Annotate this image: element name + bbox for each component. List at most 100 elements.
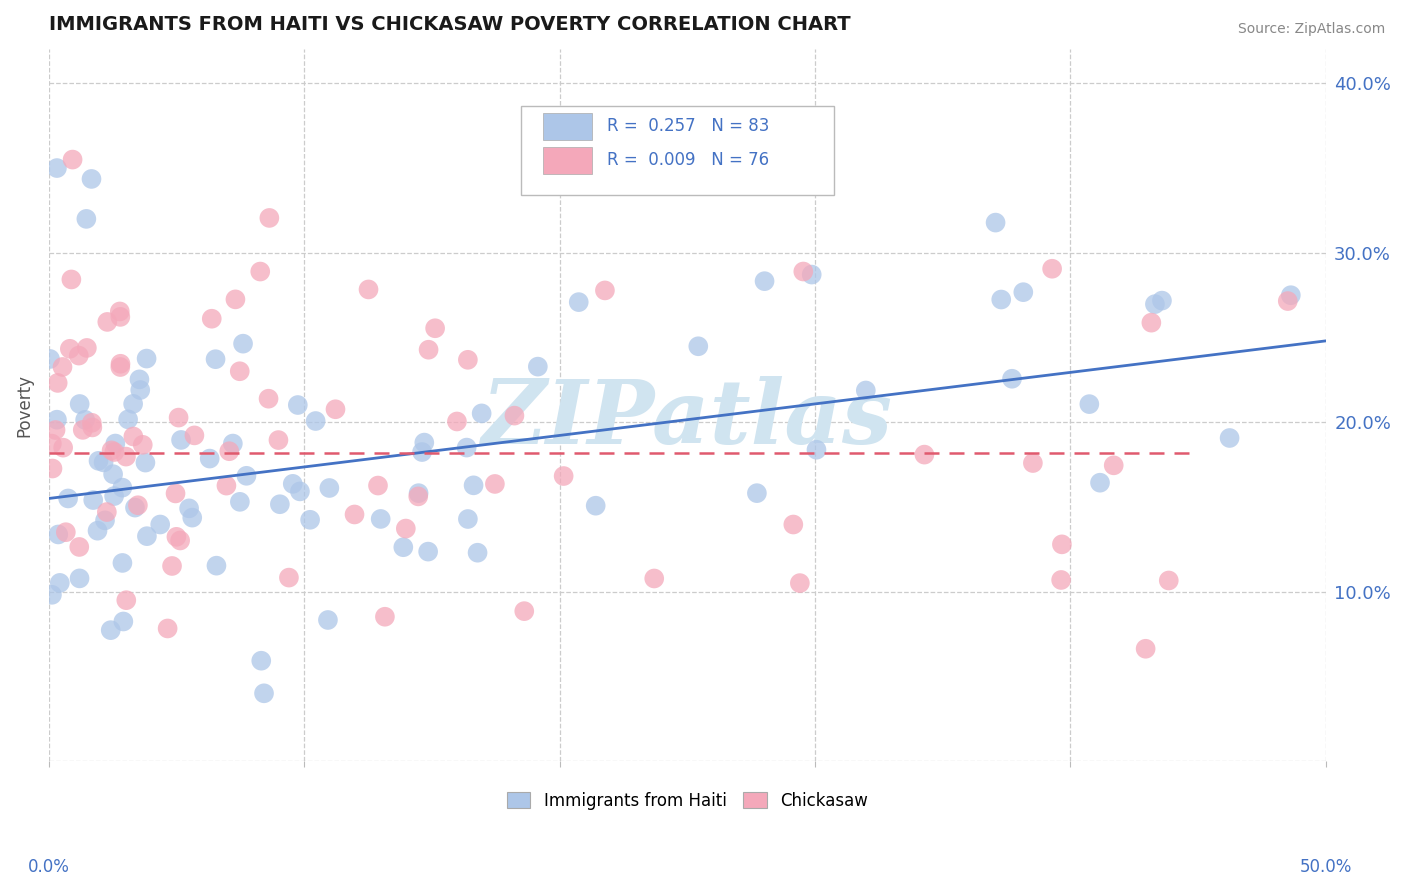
- Point: [278, 571, 301, 585]
- Point: [792, 264, 814, 278]
- Point: [406, 489, 429, 503]
- Point: [745, 486, 768, 500]
- Text: IMMIGRANTS FROM HAITI VS CHICKASAW POVERTY CORRELATION CHART: IMMIGRANTS FROM HAITI VS CHICKASAW POVER…: [49, 15, 851, 34]
- Point: [179, 501, 201, 516]
- Point: [222, 436, 245, 450]
- Point: [218, 444, 240, 458]
- Point: [1150, 293, 1173, 308]
- Point: [110, 359, 132, 374]
- Point: [55, 525, 77, 540]
- Point: [67, 540, 90, 554]
- Point: [568, 295, 591, 310]
- Point: [93, 455, 115, 469]
- Point: [149, 517, 172, 532]
- Point: [122, 429, 145, 443]
- Point: [51, 359, 73, 374]
- Point: [343, 508, 366, 522]
- Point: [370, 512, 392, 526]
- Point: [457, 512, 479, 526]
- Point: [39, 351, 62, 366]
- Point: [553, 469, 575, 483]
- Point: [1135, 641, 1157, 656]
- Point: [1277, 294, 1299, 309]
- Point: [82, 420, 104, 434]
- Point: [235, 468, 257, 483]
- Point: [60, 272, 83, 286]
- Point: [45, 412, 67, 426]
- Point: [100, 623, 122, 637]
- Point: [165, 530, 187, 544]
- Point: [423, 321, 446, 335]
- Point: [62, 153, 84, 167]
- Point: [318, 481, 340, 495]
- Point: [1279, 288, 1302, 302]
- Point: [69, 571, 91, 585]
- Point: [132, 438, 155, 452]
- Point: [1001, 372, 1024, 386]
- Point: [754, 274, 776, 288]
- Point: [156, 622, 179, 636]
- Y-axis label: Poverty: Poverty: [15, 374, 32, 437]
- Point: [124, 500, 146, 515]
- Point: [299, 513, 322, 527]
- Point: [41, 436, 63, 450]
- Point: [357, 282, 380, 296]
- Point: [688, 339, 710, 353]
- Point: [1050, 537, 1073, 551]
- Point: [67, 349, 90, 363]
- Point: [513, 604, 536, 618]
- Text: 0.0%: 0.0%: [28, 858, 70, 876]
- Point: [395, 522, 418, 536]
- Point: [585, 499, 607, 513]
- Point: [411, 445, 433, 459]
- Point: [87, 454, 110, 468]
- Point: [100, 443, 122, 458]
- Point: [80, 172, 103, 186]
- Point: [45, 161, 67, 175]
- Point: [111, 556, 134, 570]
- Point: [115, 593, 138, 607]
- Point: [183, 428, 205, 442]
- Text: Source: ZipAtlas.com: Source: ZipAtlas.com: [1237, 22, 1385, 37]
- FancyBboxPatch shape: [522, 106, 834, 195]
- Point: [855, 384, 877, 398]
- Point: [46, 376, 69, 390]
- Point: [1102, 458, 1125, 473]
- Point: [643, 572, 665, 586]
- Point: [205, 558, 228, 573]
- Point: [103, 445, 125, 459]
- Point: [75, 211, 97, 226]
- Point: [135, 351, 157, 366]
- Point: [224, 293, 246, 307]
- Point: [198, 451, 221, 466]
- Point: [269, 497, 291, 511]
- Point: [316, 613, 339, 627]
- Point: [288, 484, 311, 499]
- Point: [374, 609, 396, 624]
- Point: [127, 498, 149, 512]
- Text: R =  0.009   N = 76: R = 0.009 N = 76: [607, 152, 769, 169]
- Bar: [543, 112, 592, 140]
- Point: [115, 450, 138, 464]
- Point: [471, 406, 494, 420]
- Point: [1157, 574, 1180, 588]
- Point: [984, 216, 1007, 230]
- Point: [128, 372, 150, 386]
- Point: [72, 423, 94, 437]
- Point: [75, 413, 97, 427]
- Point: [96, 315, 118, 329]
- Point: [103, 489, 125, 503]
- Point: [408, 486, 430, 500]
- Point: [990, 293, 1012, 307]
- Point: [257, 392, 280, 406]
- Point: [59, 342, 82, 356]
- Point: [1050, 573, 1073, 587]
- Point: [41, 461, 63, 475]
- Point: [1022, 456, 1045, 470]
- Point: [117, 412, 139, 426]
- Point: [304, 414, 326, 428]
- Point: [287, 398, 309, 412]
- Point: [367, 478, 389, 492]
- Text: ZIPatlas: ZIPatlas: [482, 376, 893, 463]
- Point: [204, 352, 226, 367]
